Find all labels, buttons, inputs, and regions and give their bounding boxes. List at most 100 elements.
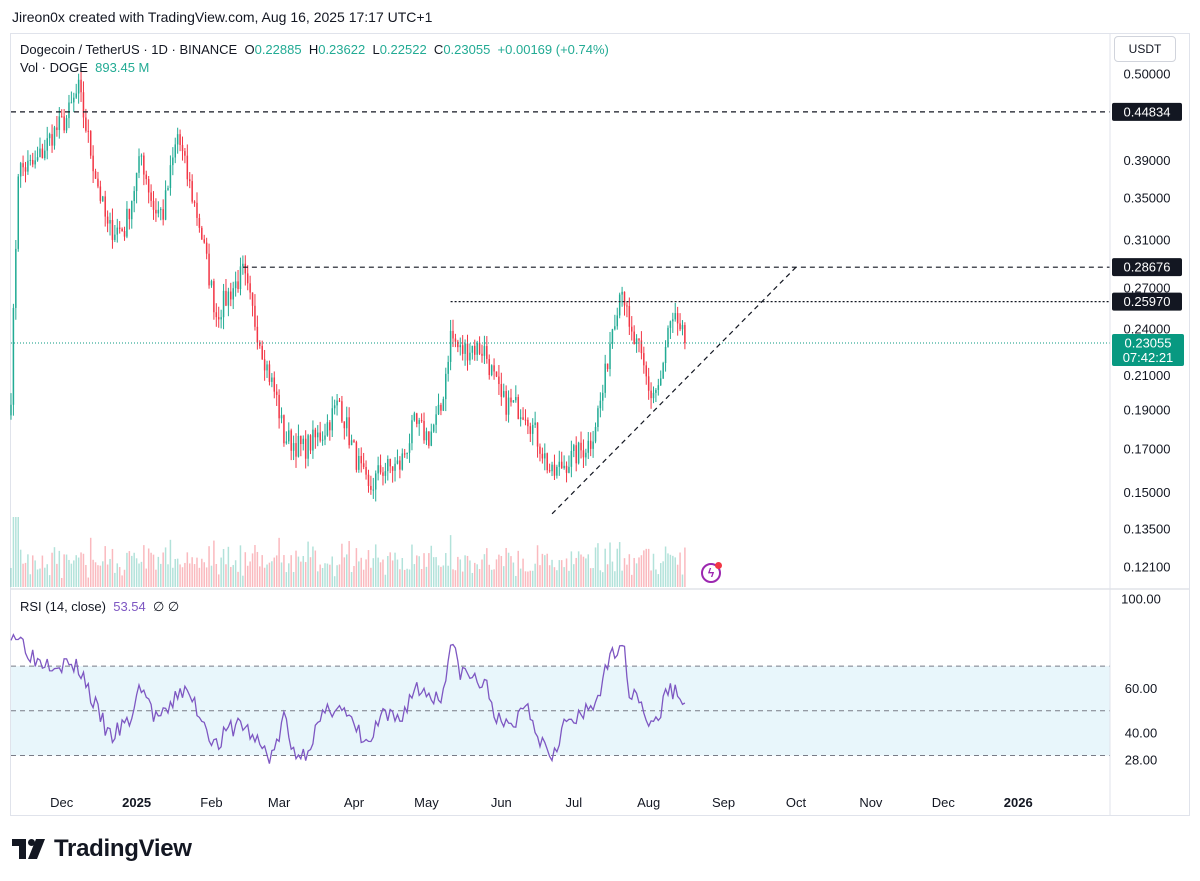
volume-bar xyxy=(193,564,196,587)
candle-body xyxy=(160,209,162,211)
volume-bar xyxy=(471,572,474,587)
lightning-icon[interactable]: ϟ xyxy=(701,562,722,583)
candle-body xyxy=(87,130,90,132)
candle-body xyxy=(51,134,53,146)
volume-bar xyxy=(580,554,582,587)
volume-bar xyxy=(437,565,440,587)
candle-body xyxy=(220,317,222,320)
price-tick-label: 0.31000 xyxy=(1124,233,1171,248)
candle-body xyxy=(568,466,570,473)
candle-body xyxy=(614,326,616,330)
volume-bar xyxy=(10,567,12,587)
candle-body xyxy=(647,376,650,391)
volume-bar xyxy=(350,572,353,587)
candle-body xyxy=(667,327,669,347)
candle-body xyxy=(577,442,580,464)
candle-body xyxy=(249,283,251,293)
candle-body xyxy=(326,422,329,436)
candle-body xyxy=(44,150,46,159)
volume-bar xyxy=(638,557,640,587)
volume-bar xyxy=(203,562,205,587)
volume-bar xyxy=(48,575,51,587)
open-value: 0.22885 xyxy=(254,42,302,57)
volume-bar xyxy=(362,569,365,587)
volume-bar xyxy=(413,564,416,587)
candle-body xyxy=(341,401,343,422)
volume-bar xyxy=(667,553,669,587)
volume-bar xyxy=(454,570,457,587)
price-tick-label: 0.35000 xyxy=(1124,190,1171,205)
candle-body xyxy=(681,325,684,330)
volume-bar xyxy=(242,575,244,587)
tradingview-mark-icon xyxy=(12,839,45,859)
candle-body xyxy=(425,431,428,441)
volume-bar xyxy=(128,551,131,587)
volume-bar xyxy=(517,550,519,587)
volume-bar xyxy=(92,559,94,587)
candle-body xyxy=(416,413,418,424)
volume-bar xyxy=(570,551,573,587)
low-value: 0.22522 xyxy=(379,42,427,57)
volume-bar xyxy=(251,553,254,587)
volume-bar xyxy=(19,549,22,587)
volume-bar xyxy=(314,550,317,587)
candle-body xyxy=(399,460,401,470)
volume-bar xyxy=(271,561,273,587)
volume-bar xyxy=(495,559,498,587)
rsi-label[interactable]: RSI (14, close) xyxy=(20,599,106,614)
candle-body xyxy=(442,399,445,411)
volume-bar xyxy=(365,559,367,587)
volume-bar xyxy=(89,537,92,587)
chart-caption: Jireon0x created with TradingView.com, A… xyxy=(12,9,433,25)
candle-body xyxy=(638,338,640,341)
volume-bar xyxy=(39,568,41,587)
volume-bar xyxy=(22,563,24,587)
volume-bar xyxy=(628,554,631,587)
candle-body xyxy=(138,156,140,173)
candle-body xyxy=(594,426,597,442)
price-tick-label: 0.39000 xyxy=(1124,153,1171,168)
candle-body xyxy=(679,323,681,330)
candle-body xyxy=(174,144,176,158)
candle-body xyxy=(587,440,590,453)
volume-bar xyxy=(321,567,324,587)
candle-body xyxy=(430,431,433,446)
candle-body xyxy=(198,217,201,228)
volume-bar xyxy=(343,557,346,587)
candle-body xyxy=(244,263,247,274)
ascending-trendline xyxy=(551,266,797,515)
time-tick-label: Oct xyxy=(786,795,807,810)
volume-bar xyxy=(12,517,15,587)
candle-body xyxy=(94,171,97,179)
currency-button[interactable]: USDT xyxy=(1114,36,1176,62)
level-tag xyxy=(1112,258,1182,277)
candle-body xyxy=(611,329,614,344)
candle-body xyxy=(391,466,394,471)
volume-bar xyxy=(616,548,619,587)
volume-bar xyxy=(633,557,635,587)
candle-body xyxy=(184,151,186,156)
volume-bar xyxy=(123,569,126,587)
candle-body xyxy=(275,391,278,395)
candle-body xyxy=(251,292,254,306)
volume-bar xyxy=(558,560,561,587)
volume-bar xyxy=(459,559,462,587)
volume-label[interactable]: Vol · DOGE xyxy=(20,60,88,75)
symbol-title[interactable]: Dogecoin / TetherUS · 1D · BINANCE xyxy=(20,42,238,57)
volume-bar xyxy=(307,541,309,587)
candle-body xyxy=(435,414,437,425)
candle-body xyxy=(237,281,239,289)
candle-body xyxy=(529,426,532,434)
volume-bar xyxy=(524,571,527,587)
candle-body xyxy=(382,472,384,476)
high-value: 0.23622 xyxy=(318,42,366,57)
volume-bar xyxy=(31,555,34,587)
volume-bar xyxy=(44,567,46,587)
candle-body xyxy=(15,248,17,308)
candle-body xyxy=(196,202,198,218)
candle-body xyxy=(345,417,348,429)
volume-bar xyxy=(126,552,128,587)
volume-bar xyxy=(70,563,73,587)
candle-body xyxy=(452,330,454,339)
